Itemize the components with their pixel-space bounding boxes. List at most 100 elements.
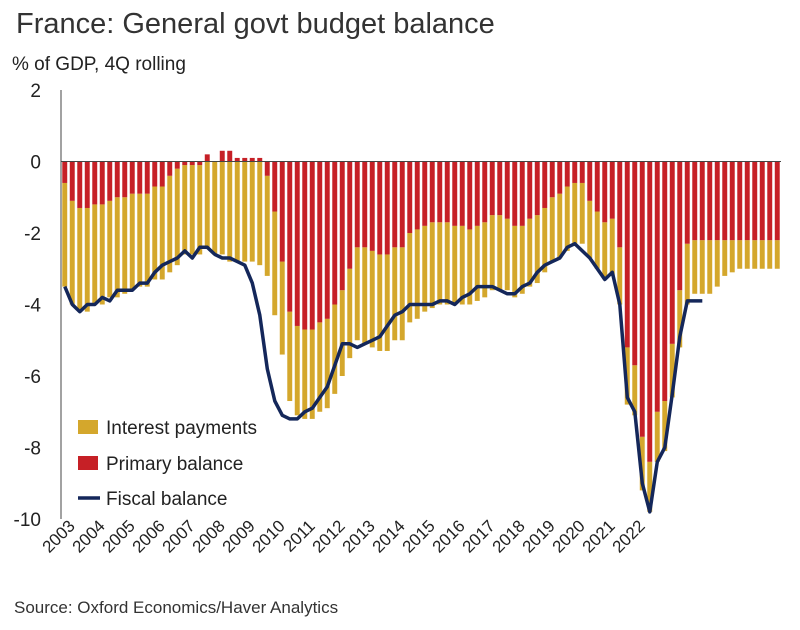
- interest-bar: [144, 193, 150, 287]
- interest-bar: [572, 182, 578, 244]
- interest-bar: [182, 165, 188, 255]
- primary-bar: [309, 161, 315, 330]
- primary-bar: [459, 161, 465, 226]
- primary-bar: [219, 150, 225, 162]
- primary-bar: [489, 161, 495, 216]
- interest-bar: [84, 207, 90, 312]
- primary-bar: [197, 161, 203, 166]
- interest-bar: [527, 218, 533, 287]
- interest-bar: [347, 268, 353, 359]
- primary-bar: [632, 161, 638, 366]
- x-tick-label: 2019: [519, 516, 559, 556]
- interest-bar: [482, 222, 488, 298]
- y-tick-label: -4: [24, 296, 41, 317]
- primary-bar: [729, 161, 735, 241]
- primary-bars: [62, 150, 780, 462]
- primary-bar: [369, 161, 375, 251]
- x-tick-label: 2012: [309, 516, 349, 556]
- interest-bar: [219, 161, 225, 255]
- primary-bar: [257, 157, 263, 162]
- y-tick-label: -6: [24, 367, 41, 388]
- primary-bar: [324, 161, 330, 319]
- interest-bar: [767, 240, 773, 269]
- interest-bar: [579, 182, 585, 244]
- primary-bar: [107, 161, 113, 201]
- interest-bar: [384, 254, 390, 351]
- interest-bar: [279, 261, 285, 355]
- primary-bar: [774, 161, 780, 241]
- primary-bar: [699, 161, 705, 241]
- primary-bar: [684, 161, 690, 244]
- interest-bar: [429, 222, 435, 309]
- legend-label-fiscal: Fiscal balance: [106, 489, 227, 510]
- interest-bar: [684, 243, 690, 305]
- primary-bar: [69, 161, 75, 201]
- primary-bar: [152, 161, 158, 187]
- interest-bar: [317, 322, 323, 412]
- interest-bar: [654, 411, 660, 462]
- primary-bar: [227, 150, 233, 162]
- interest-bar: [669, 343, 675, 398]
- interest-bar: [339, 290, 345, 376]
- primary-bar: [77, 161, 83, 208]
- interest-bar: [699, 240, 705, 294]
- x-tick-label: 2004: [69, 516, 109, 556]
- primary-bar: [392, 161, 398, 248]
- interest-bar: [467, 229, 473, 305]
- primary-bar: [654, 161, 660, 412]
- legend: Interest payments Primary balance Fiscal…: [78, 418, 257, 510]
- x-tick-label: 2018: [489, 516, 529, 556]
- x-tick-label: 2021: [579, 516, 619, 556]
- primary-bar: [534, 161, 540, 216]
- interest-bar: [774, 240, 780, 269]
- x-tick-label: 2014: [369, 516, 409, 556]
- interest-bar: [272, 211, 278, 316]
- interest-bar: [332, 304, 338, 394]
- primary-bar: [767, 161, 773, 241]
- interest-bar: [392, 247, 398, 341]
- primary-bar: [557, 161, 563, 194]
- interest-bar: [69, 200, 75, 305]
- x-tick-label: 2007: [159, 516, 199, 556]
- primary-bar: [744, 161, 750, 241]
- interest-bar: [759, 240, 765, 269]
- chart-title: France: General govt budget balance: [16, 8, 495, 40]
- primary-bar: [519, 161, 525, 226]
- y-tick-label: -2: [24, 224, 41, 245]
- primary-bar: [677, 161, 683, 291]
- chart-source: Source: Oxford Economics/Haver Analytics: [14, 598, 339, 617]
- interest-bar: [474, 225, 480, 301]
- primary-bar: [572, 161, 578, 183]
- primary-bar: [302, 161, 308, 330]
- primary-bar: [332, 161, 338, 305]
- interest-bar: [227, 161, 233, 262]
- primary-bar: [84, 161, 90, 208]
- interest-bar: [407, 233, 413, 323]
- interest-bar: [62, 182, 68, 287]
- primary-bar: [669, 161, 675, 344]
- primary-bar: [174, 161, 180, 169]
- primary-bar: [602, 161, 608, 223]
- interest-bar: [504, 218, 510, 291]
- interest-bar: [707, 240, 713, 294]
- interest-bar: [549, 197, 555, 262]
- primary-bar: [624, 161, 630, 348]
- interest-bar: [459, 225, 465, 305]
- x-tick-label: 2016: [429, 516, 469, 556]
- x-tick-label: 2017: [459, 516, 499, 556]
- legend-swatch-primary: [78, 456, 98, 470]
- interest-bar: [212, 161, 218, 255]
- interest-bar: [534, 215, 540, 284]
- primary-bar: [99, 161, 105, 205]
- primary-bar: [722, 161, 728, 241]
- primary-bar: [399, 161, 405, 248]
- interest-bar: [512, 225, 518, 298]
- interest-bar: [647, 461, 653, 512]
- primary-bar: [452, 161, 458, 226]
- primary-bar: [62, 161, 68, 183]
- primary-bar: [714, 161, 720, 241]
- primary-bar: [737, 161, 743, 241]
- y-tick-label: 2: [30, 81, 41, 102]
- interest-bar: [234, 161, 240, 262]
